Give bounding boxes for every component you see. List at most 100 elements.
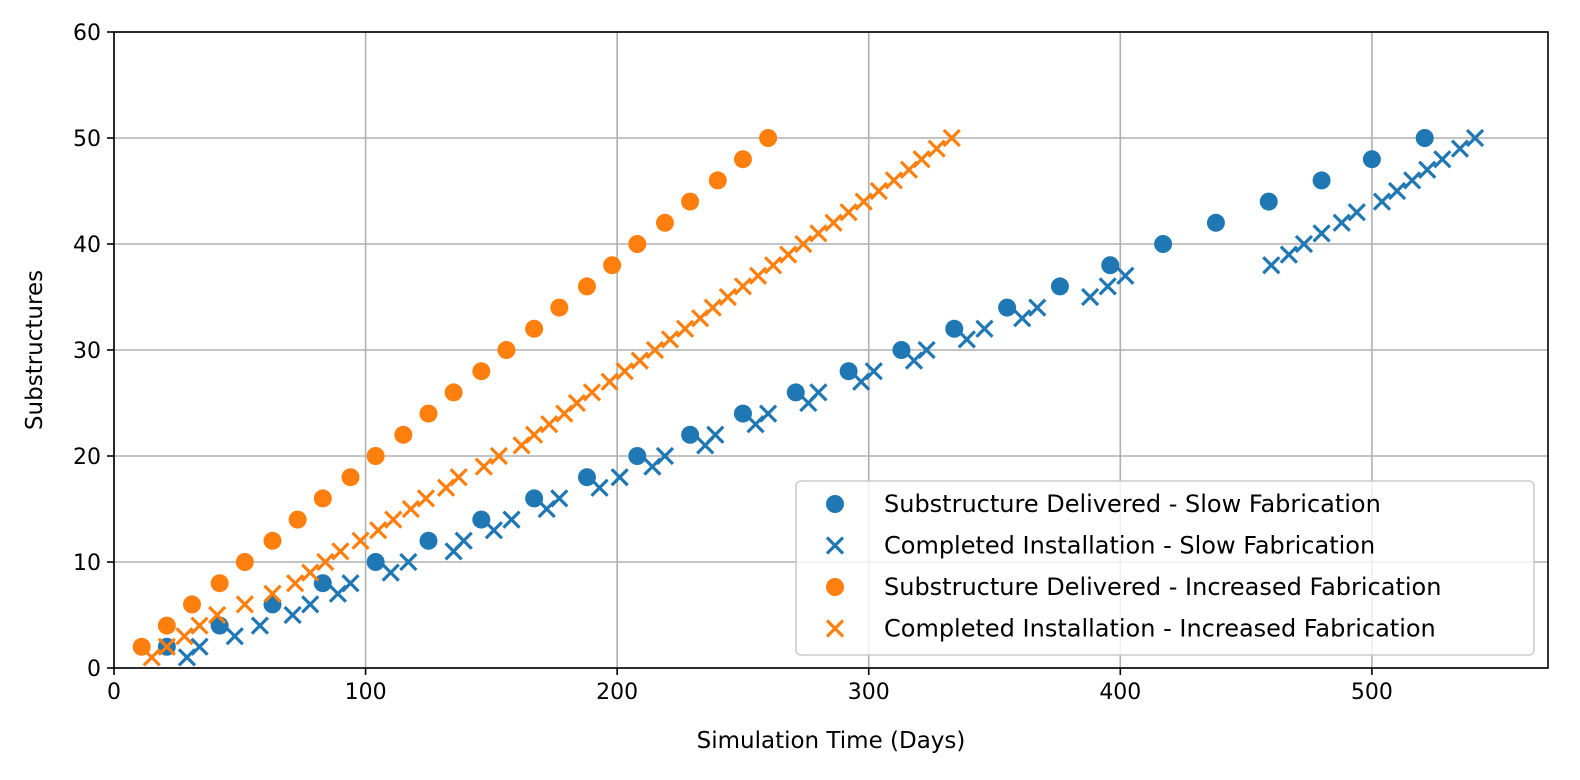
data-point-circle (288, 510, 307, 529)
data-point-x (301, 595, 320, 614)
legend-label: Completed Installation - Increased Fabri… (884, 615, 1436, 643)
legend-marker (826, 495, 844, 513)
data-point-x (1294, 234, 1314, 254)
data-point-x (399, 552, 418, 572)
data-point-x (175, 627, 194, 646)
data-point-x (809, 224, 828, 243)
data-point-x (779, 245, 798, 264)
data-point-x (764, 256, 783, 275)
data-point-x (1312, 224, 1331, 243)
y-tick-label: 60 (73, 21, 101, 46)
data-point-circle (366, 553, 385, 571)
data-point-x (809, 383, 828, 402)
data-point-circle (444, 383, 463, 402)
data-point-circle (681, 192, 700, 211)
data-point-x (630, 351, 649, 370)
legend-label: Completed Installation - Slow Fabricatio… (884, 532, 1375, 560)
data-point-x (550, 489, 569, 508)
y-tick-label: 40 (73, 233, 101, 258)
y-tick-label: 50 (73, 127, 101, 152)
data-point-circle (182, 595, 201, 614)
legend-marker (826, 578, 844, 596)
data-point-circle (733, 150, 752, 169)
data-point-x (718, 287, 737, 307)
data-point-x (454, 531, 473, 550)
data-point-x (1098, 277, 1117, 296)
data-point-x (600, 372, 619, 391)
data-point-x (567, 393, 587, 413)
legend-label: Substructure Delivered - Increased Fabri… (884, 573, 1441, 601)
data-point-x (250, 616, 270, 635)
data-point-circle (341, 468, 360, 487)
data-point-x (839, 203, 858, 222)
data-point-circle (759, 129, 778, 147)
data-point-circle (263, 531, 282, 550)
data-point-x (1418, 160, 1437, 179)
data-point-x (235, 595, 254, 614)
data-point-x (351, 531, 370, 550)
data-point-x (1080, 287, 1100, 307)
data-point-circle (603, 256, 622, 275)
data-point-circle (419, 531, 438, 550)
data-point-circle (681, 425, 700, 444)
x-tick-label: 0 (107, 680, 121, 705)
data-point-x (381, 563, 400, 582)
data-point-x (208, 605, 227, 625)
data-point-circle (157, 616, 176, 635)
legend-marker (825, 536, 845, 555)
data-point-circle (210, 574, 229, 593)
data-point-circle (577, 277, 596, 296)
data-point-x (283, 605, 302, 625)
data-point-x (225, 627, 244, 646)
data-point-x (484, 521, 504, 540)
data-point-x (263, 584, 282, 603)
data-point-x (384, 510, 403, 529)
data-point-x (824, 213, 843, 232)
data-point-x (610, 468, 629, 487)
data-point-x (142, 648, 161, 667)
data-point-x (660, 330, 680, 349)
data-point-x (1116, 266, 1135, 285)
data-point-circle (235, 553, 254, 571)
data-point-circle (655, 213, 674, 232)
data-point-circle (394, 425, 413, 444)
data-point-circle (1362, 150, 1381, 169)
data-point-x (1332, 213, 1351, 232)
data-point-x (341, 574, 360, 593)
data-point-x (1279, 245, 1299, 264)
data-point-x (615, 362, 634, 381)
data-point-x (401, 499, 420, 519)
data-point-circle (708, 171, 727, 190)
data-point-x (758, 404, 778, 423)
data-point-x (502, 510, 521, 529)
data-point-x (1403, 171, 1422, 190)
y-tick-label: 10 (73, 551, 101, 576)
data-point-x (884, 171, 904, 190)
data-point-circle (419, 404, 438, 423)
data-point-x (748, 266, 768, 285)
data-point-circle (628, 235, 647, 253)
data-point-circle (313, 489, 332, 508)
data-point-x (590, 478, 609, 497)
data-point-x (942, 128, 961, 148)
data-point-circle (1415, 129, 1434, 147)
data-point-x (854, 192, 873, 211)
data-point-circle (1101, 256, 1120, 275)
data-point-x (645, 340, 665, 360)
x-tick-label: 300 (848, 680, 890, 705)
data-point-x (912, 150, 931, 169)
data-point-circle (1312, 171, 1331, 190)
x-tick-label: 100 (345, 680, 387, 705)
data-point-x (157, 637, 176, 656)
data-point-x (864, 362, 883, 381)
data-point-x (525, 425, 544, 444)
x-axis-label: Simulation Time (Days) (697, 728, 966, 754)
data-point-circle (1206, 213, 1225, 232)
data-point-x (733, 277, 753, 296)
data-point-circle (1154, 235, 1173, 253)
y-tick-label: 30 (73, 339, 101, 364)
x-tick-label: 400 (1099, 680, 1141, 705)
legend-box (795, 480, 1535, 656)
data-point-x (1347, 203, 1366, 222)
